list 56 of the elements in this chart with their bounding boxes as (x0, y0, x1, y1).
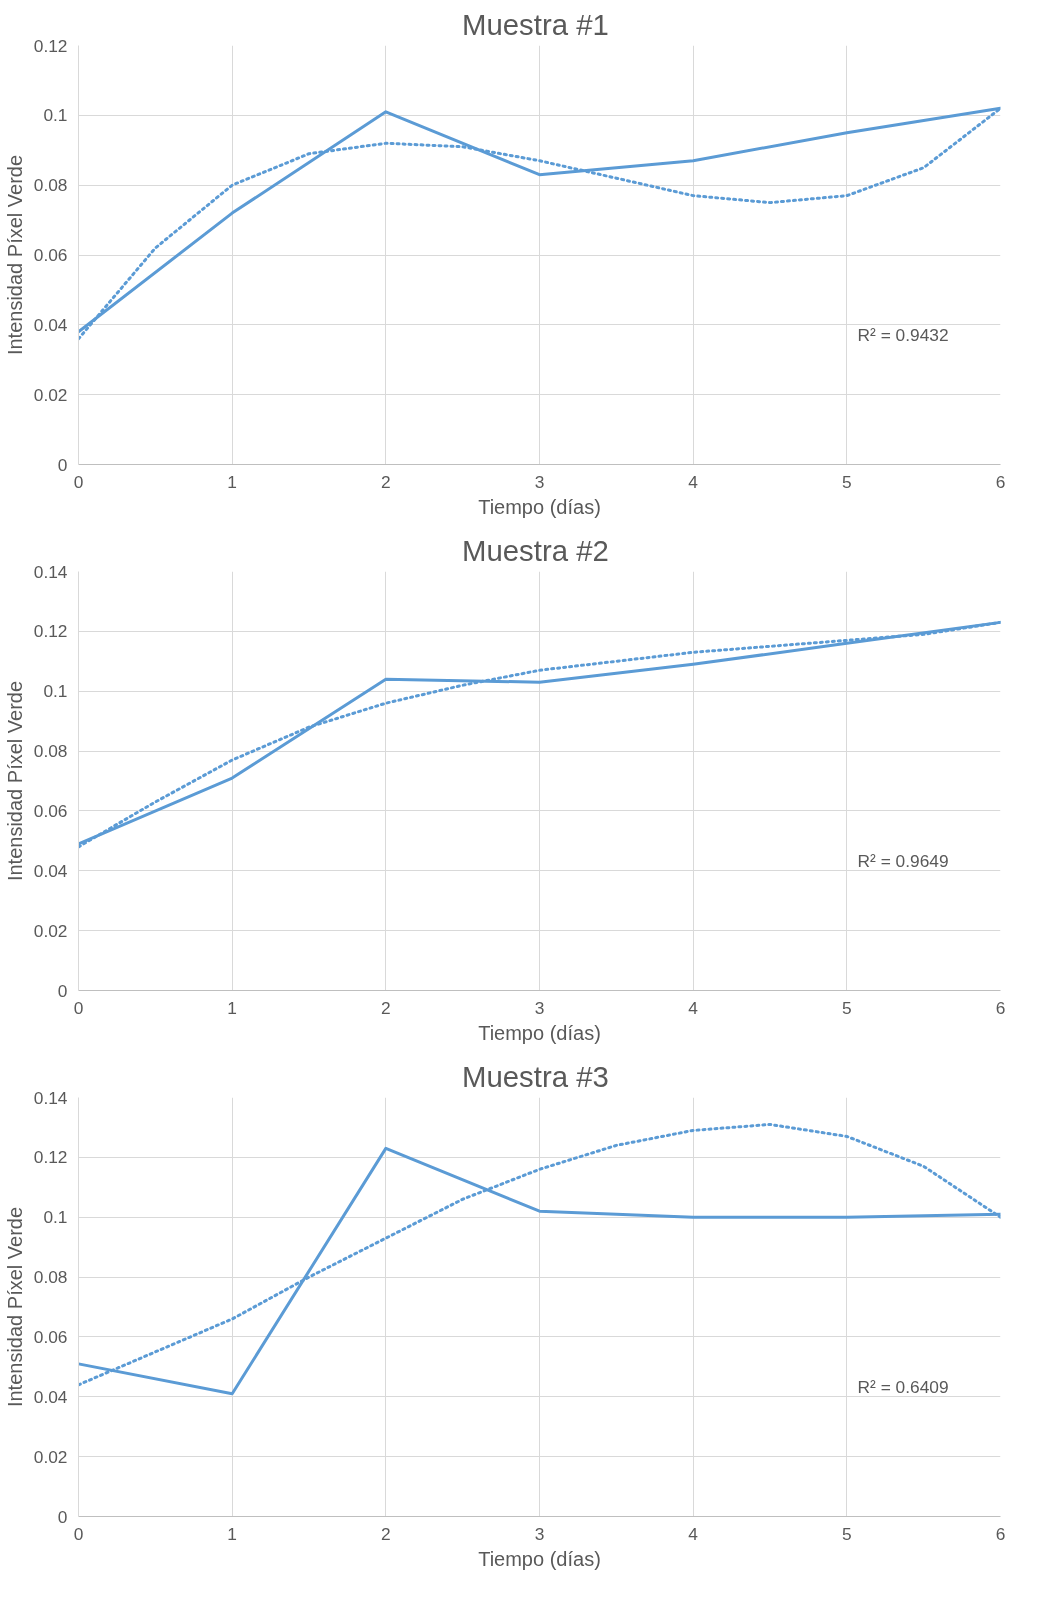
x-tick-label: 2 (381, 471, 391, 492)
y-tick-label: 0.06 (33, 1326, 68, 1347)
y-tick-label: 0.06 (33, 800, 68, 821)
y-tick-label: 0.02 (33, 920, 68, 941)
x-tick-label: 1 (227, 1523, 237, 1544)
x-tick-label: 3 (534, 997, 545, 1018)
x-tick-label: 4 (688, 471, 699, 492)
x-tick-label: 0 (73, 471, 84, 492)
y-tick-label: 0.04 (33, 860, 68, 881)
y-tick-label: 0.02 (33, 384, 68, 405)
y-tick-label: 0.08 (33, 741, 68, 762)
y-tick-label: 0.12 (33, 1147, 68, 1168)
y-tick-label: 0.14 (33, 561, 68, 582)
x-tick-label: 5 (842, 997, 852, 1018)
x-tick-label: 2 (381, 997, 391, 1018)
y-tick-label: 0 (57, 1506, 68, 1527)
annotation: R² = 0.9649 (857, 850, 949, 871)
chart-title: Muestra #1 (462, 7, 609, 41)
x-tick-label: 0 (73, 1523, 84, 1544)
y-tick-label: 0.02 (33, 1446, 68, 1467)
x-tick-label: 4 (688, 997, 699, 1018)
x-tick-label: 6 (995, 997, 1006, 1018)
chart-title: Muestra #2 (462, 533, 609, 567)
x-tick-label: 6 (995, 471, 1006, 492)
x-axis-title: Tiempo (días) (478, 495, 601, 518)
y-axis-title: Intensidad Píxel Verde (3, 1206, 26, 1408)
y-tick-label: 0.1 (43, 105, 68, 126)
y-tick-label: 0.08 (33, 1267, 68, 1288)
y-axis-title: Intensidad Píxel Verde (3, 154, 26, 356)
y-tick-label: 0 (57, 980, 68, 1001)
x-tick-label: 1 (227, 471, 237, 492)
x-tick-label: 3 (534, 471, 545, 492)
x-tick-label: 0 (73, 997, 84, 1018)
annotation: R² = 0.9432 (857, 324, 949, 345)
x-axis-title: Tiempo (días) (478, 1021, 601, 1044)
y-tick-label: 0.06 (33, 245, 68, 265)
y-tick-label: 0.12 (33, 621, 68, 642)
x-tick-label: 1 (227, 997, 237, 1018)
y-tick-label: 0.04 (33, 1386, 68, 1407)
y-tick-label: 0 (57, 454, 68, 475)
x-tick-label: 4 (688, 1523, 699, 1544)
y-tick-label: 0.1 (43, 1207, 68, 1228)
x-tick-label: 2 (381, 1523, 391, 1544)
annotation: R² = 0.6409 (857, 1376, 949, 1397)
y-axis-title: Intensidad Píxel Verde (3, 680, 26, 882)
x-tick-label: 5 (842, 1523, 852, 1544)
x-tick-label: 5 (842, 471, 852, 492)
chart-title: Muestra #3 (462, 1059, 609, 1093)
y-tick-label: 0.12 (33, 35, 68, 56)
y-tick-label: 0.08 (33, 175, 68, 196)
x-tick-label: 6 (995, 1523, 1006, 1544)
y-tick-label: 0.04 (33, 314, 68, 335)
x-tick-label: 3 (534, 1523, 545, 1544)
y-tick-label: 0.1 (43, 681, 68, 702)
y-tick-label: 0.14 (33, 1087, 68, 1108)
x-axis-title: Tiempo (días) (478, 1547, 601, 1570)
